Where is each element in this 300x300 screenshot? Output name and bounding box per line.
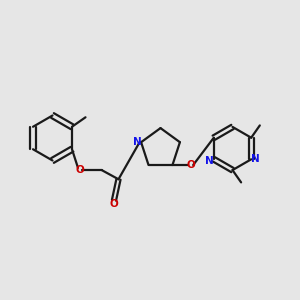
- Text: N: N: [251, 154, 260, 164]
- Text: N: N: [133, 136, 142, 147]
- Text: O: O: [75, 165, 84, 175]
- Text: O: O: [186, 160, 195, 170]
- Text: O: O: [110, 199, 118, 209]
- Text: N: N: [205, 156, 214, 166]
